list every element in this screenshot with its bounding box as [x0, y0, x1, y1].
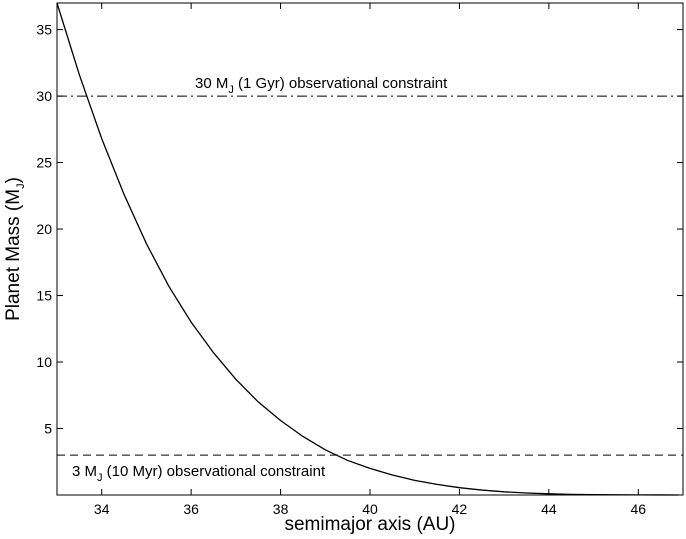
constraint-label-3: 3 MJ (10 Myr) observational constraint [72, 463, 326, 484]
x-tick-label: 38 [273, 501, 289, 517]
constraint-lines [57, 95, 683, 456]
y-axis-label-sub: J [15, 183, 27, 189]
x-tick-label: 46 [630, 501, 646, 517]
constraint-label-3-pre: 3 M [72, 463, 97, 480]
y-tick-label: 20 [36, 221, 52, 237]
y-tick-label: 15 [36, 288, 52, 304]
constraint-label-3-sub: J [97, 472, 103, 484]
x-tick-label: 36 [183, 501, 199, 517]
constraint-label-30-pre: 30 M [195, 75, 228, 92]
y-axis-label-close: ) [3, 177, 24, 183]
axis-ticks: 34 36 38 40 42 44 46 5 10 15 20 25 30 35 [36, 3, 683, 517]
x-tick-label: 42 [452, 501, 468, 517]
y-axis-label-main: Planet Mass (M [3, 189, 24, 321]
series-group [56, 2, 679, 496]
x-tick-label: 40 [362, 501, 378, 517]
y-tick-label: 25 [36, 155, 52, 171]
constraint-label-30-sub: J [228, 84, 234, 96]
y-tick-label: 35 [36, 22, 52, 38]
constraint-label-3-post: (10 Myr) observational constraint [103, 463, 326, 480]
series-line [56, 2, 679, 496]
y-tick-label: 10 [36, 354, 52, 370]
y-tick-label: 5 [44, 421, 52, 437]
x-axis-label: semimajor axis (AU) [284, 514, 455, 535]
constraint-label-30-post: (1 Gyr) observational constraint [234, 75, 448, 92]
y-axis-label: Planet Mass (MJ) [3, 177, 27, 321]
y-tick-label: 30 [36, 88, 52, 104]
x-tick-label: 34 [94, 501, 110, 517]
x-tick-label: 44 [541, 501, 557, 517]
constraint-label-30: 30 MJ (1 Gyr) observational constraint [195, 75, 448, 96]
